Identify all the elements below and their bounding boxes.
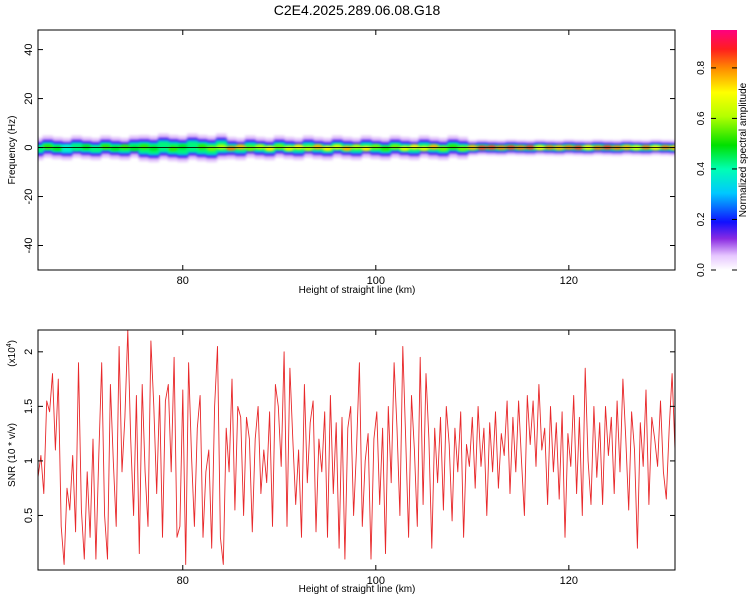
colorbar-label: Normalized spectral amplitude — [738, 82, 749, 217]
heatmap-peak — [138, 144, 150, 150]
spectrogram-panel: 80 100 120 -40 -20 0 20 40 Height of straight l… — [7, 29, 676, 296]
heatmap-peak — [196, 144, 208, 150]
y-tick-label: 1.5 — [23, 399, 35, 414]
heatmap-peak — [235, 144, 246, 150]
heatmap-peak — [273, 144, 285, 150]
colorbar-tick-label: 0.0 — [696, 263, 707, 277]
heatmap-peak — [389, 144, 401, 150]
heatmap-peak — [254, 144, 266, 150]
spectrogram-heatmap — [38, 133, 675, 163]
heatmap-peak — [90, 145, 102, 151]
heatmap-peak — [71, 145, 82, 151]
heatmap-peak — [293, 144, 304, 150]
y-tick-label: 0.5 — [23, 508, 35, 523]
snr-x-label: Height of straight line (km) — [299, 584, 416, 595]
heatmap-peak — [119, 144, 131, 150]
x-tick-label: 100 — [367, 575, 385, 587]
x-tick-label: 120 — [560, 575, 578, 587]
heatmap-peak — [283, 145, 295, 151]
heatmap-peak — [206, 145, 218, 151]
x-tick-label: 80 — [177, 575, 189, 587]
snr-frame — [37, 329, 676, 571]
heatmap-peak — [148, 145, 160, 151]
heatmap-peak — [331, 144, 343, 150]
heatmap-peak — [438, 145, 449, 151]
x-tick-label: 100 — [367, 275, 385, 287]
heatmap-peak — [312, 144, 324, 150]
heatmap-peak — [61, 144, 73, 150]
heatmap-peak — [399, 145, 411, 151]
spectrogram-frame — [37, 29, 676, 271]
y-tick-label: 1 — [23, 458, 35, 464]
snr-y-label: SNR (10 * v/v) — [7, 423, 18, 487]
heatmap-peak — [177, 144, 189, 150]
heatmap-peak — [322, 145, 333, 151]
snr-panel: 80 100 120 0.5 1 1.5 2 Height of straight line… — [6, 329, 676, 595]
snr-series-line — [38, 330, 675, 565]
heatmap-peak — [187, 145, 198, 151]
colorbar-tick-label: 0.6 — [696, 111, 707, 125]
heatmap-peak — [109, 145, 121, 151]
y-tick-label: -20 — [23, 189, 35, 205]
heatmap-peak — [264, 145, 275, 151]
snr-axes: 80 100 120 0.5 1 1.5 2 — [23, 330, 675, 587]
heatmap-peak — [457, 145, 468, 151]
heatmap-peak — [302, 145, 314, 151]
heatmap-peak — [51, 145, 63, 151]
heatmap-peak — [351, 144, 362, 150]
x-tick-label: 120 — [560, 275, 578, 287]
colorbar: 0.0 0.2 0.4 0.6 0.8 Normalized spectral ampl… — [696, 30, 749, 277]
spectrogram-y-label: Frequency (Hz) — [7, 116, 18, 185]
x-tick-label: 80 — [177, 275, 189, 287]
heatmap-peak — [418, 145, 430, 151]
heatmap-peak — [360, 145, 372, 151]
colorbar-ticks: 0.0 0.2 0.4 0.6 0.8 — [696, 61, 737, 277]
snr-multiplier: (x104) — [6, 340, 18, 367]
heatmap-peak — [42, 144, 53, 150]
colorbar-tick-label: 0.4 — [696, 162, 707, 176]
heatmap-peak — [100, 144, 111, 150]
y-tick-label: 2 — [23, 349, 35, 355]
y-tick-label: 20 — [23, 92, 35, 104]
y-tick-label: 40 — [23, 43, 35, 55]
heatmap-peak — [447, 144, 459, 150]
heatmap-peak — [129, 145, 140, 151]
y-tick-label: 0 — [23, 144, 35, 150]
figure-title: C2E4.2025.289.06.08.G18 — [274, 2, 441, 18]
heatmap-peak — [158, 144, 169, 150]
heatmap-peak — [341, 145, 353, 151]
spectrogram-x-label: Height of straight line (km) — [299, 285, 416, 296]
heatmap-peak — [167, 145, 179, 151]
heatmap-peak — [245, 145, 256, 151]
heatmap-peak — [370, 144, 382, 150]
heatmap-peak — [380, 145, 391, 151]
spectrogram-axes: 80 100 120 -40 -20 0 20 40 — [23, 30, 675, 287]
heatmap-peak — [216, 144, 227, 150]
y-tick-label: -40 — [23, 238, 35, 254]
colorbar-tick-label: 0.8 — [696, 61, 707, 75]
heatmap-peak — [409, 144, 420, 150]
colorbar-tick-label: 0.2 — [696, 212, 707, 226]
heatmap-peak — [225, 146, 237, 151]
heatmap-peak — [428, 144, 440, 150]
colorbar-gradient — [711, 30, 737, 270]
heatmap-peak — [80, 144, 92, 150]
